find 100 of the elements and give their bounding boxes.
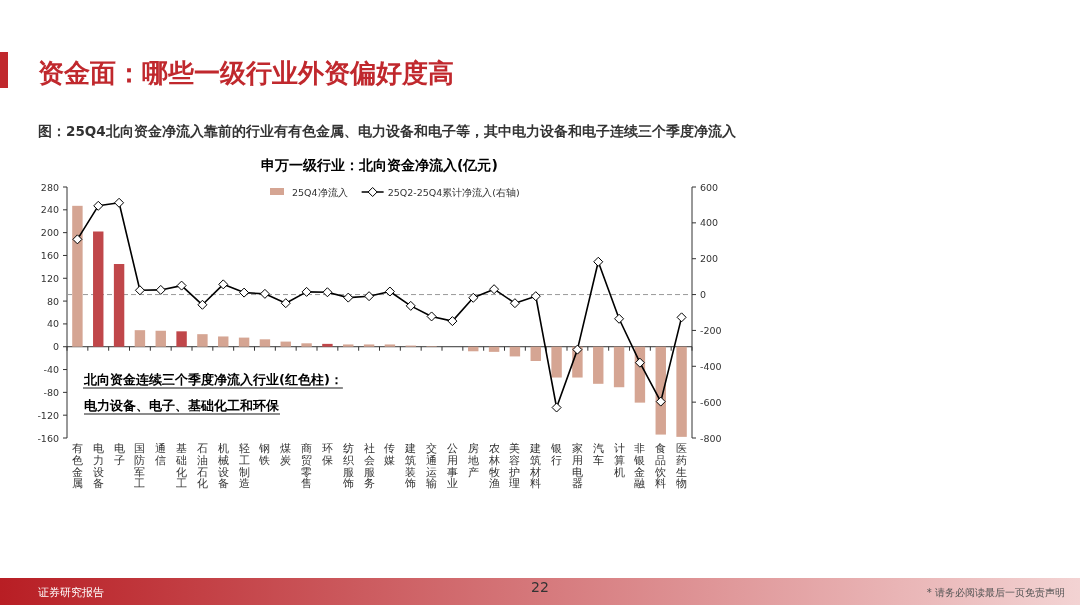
legend-label: 25Q2-25Q4累计净流入(右轴) <box>387 186 520 198</box>
bar <box>384 344 396 347</box>
x-tick-label: 煤炭 <box>280 442 292 466</box>
x-tick-label: 国防军工 <box>134 442 146 490</box>
x-tick-label: 石油石化 <box>196 442 208 490</box>
bar <box>280 341 291 347</box>
point <box>72 234 83 245</box>
x-tick-label: 公用事业 <box>446 442 458 490</box>
x-tick-label: 社会服务 <box>363 442 375 490</box>
point <box>114 197 125 208</box>
y-tick-label: 0 <box>52 341 59 353</box>
point <box>155 284 166 295</box>
x-tick-label: 轻工制造 <box>238 442 250 490</box>
point <box>447 316 458 327</box>
legend-label: 25Q4净流入 <box>292 186 348 198</box>
bar <box>238 337 250 347</box>
point <box>322 287 333 298</box>
point <box>655 396 666 407</box>
bar <box>113 264 125 347</box>
y2-tick-label: 600 <box>700 181 719 193</box>
point <box>93 200 104 211</box>
bar <box>301 343 312 347</box>
point <box>197 299 208 310</box>
y-tick-label: 200 <box>40 227 59 239</box>
point <box>239 287 250 298</box>
text: 图：25Q4北向资金净流入靠前的行业有有色金属、电力设备和电子等，其中电力设备和电子连续三个季度净流入 <box>38 123 737 139</box>
x-tick-label: 传媒 <box>384 442 396 466</box>
point <box>614 313 625 324</box>
text: * 请务必阅读最后一页免责声明 <box>926 587 1065 598</box>
bar <box>593 346 604 384</box>
y-tick-label: 160 <box>40 249 59 261</box>
x-tick-label: 有色金属 <box>71 442 83 490</box>
x-tick-label: 环保 <box>321 442 333 466</box>
point <box>384 286 395 297</box>
bar <box>488 346 500 352</box>
point <box>280 298 291 309</box>
x-tick-label: 非银金融 <box>633 442 646 490</box>
y2-tick-label: -600 <box>700 396 722 408</box>
y-tick-label: -160 <box>37 432 59 444</box>
y2-tick-label: 400 <box>700 217 719 229</box>
point <box>259 288 270 299</box>
bar <box>176 331 187 347</box>
bar <box>343 344 354 347</box>
x-tick-label: 家用电器 <box>571 442 583 490</box>
x-tick-label: 食品饮料 <box>654 442 667 490</box>
x-tick-label: 银行 <box>550 442 563 466</box>
y-tick-label: -120 <box>37 409 59 421</box>
point <box>364 291 375 302</box>
bar <box>72 205 83 347</box>
bar <box>322 343 333 347</box>
point <box>301 286 312 297</box>
point <box>218 279 229 290</box>
point <box>426 311 437 322</box>
annotation: 电力设备、电子、基础化工和环保 <box>84 398 280 413</box>
y2-tick-label: 0 <box>700 289 707 301</box>
x-tick-label: 基础化工 <box>175 442 188 490</box>
x-tick-label: 交通运输 <box>426 442 438 490</box>
y2-tick-label: -200 <box>700 324 722 336</box>
text: 资金面：哪些一级行业外资偏好度高 <box>38 58 454 88</box>
x-tick-label: 电力设备 <box>92 442 104 490</box>
y-tick-label: 40 <box>46 318 59 330</box>
bar <box>134 330 146 347</box>
point <box>134 285 145 296</box>
bar <box>530 346 541 361</box>
x-tick-label: 计算机 <box>613 442 625 478</box>
bar <box>155 330 166 347</box>
point <box>572 344 583 355</box>
y-tick-label: 80 <box>46 295 59 307</box>
point <box>176 280 187 291</box>
chart-title: 申万一级行业：北向资金净流入(亿元) <box>261 157 498 173</box>
annotation: 北向资金连续三个季度净流入行业(红色柱)： <box>83 372 343 387</box>
x-tick-label: 房地产 <box>466 442 479 478</box>
x-tick-label: 建筑材料 <box>529 442 542 490</box>
point <box>593 256 604 267</box>
x-tick-label: 纺织服饰 <box>341 442 354 490</box>
x-tick-label: 通信 <box>155 442 167 466</box>
x-tick-label: 钢铁 <box>258 442 271 466</box>
x-tick-label: 机械设备 <box>217 442 229 490</box>
point <box>343 292 354 303</box>
bar <box>218 336 229 347</box>
bar <box>259 339 271 347</box>
x-tick-label: 建筑装饰 <box>404 442 417 490</box>
text: 22 <box>531 579 549 595</box>
bar <box>551 346 562 378</box>
y2-tick-label: -800 <box>700 432 722 444</box>
point <box>509 298 520 309</box>
x-tick-label: 商贸零售 <box>301 442 313 490</box>
x-tick-label: 农林牧渔 <box>487 442 500 490</box>
bar <box>197 334 208 347</box>
x-tick-label: 电子 <box>113 442 125 466</box>
point <box>634 357 645 368</box>
bar <box>676 346 687 437</box>
x-tick-label: 汽车 <box>592 442 604 466</box>
point <box>676 312 687 323</box>
y2-tick-label: -400 <box>700 360 722 372</box>
y-tick-label: 280 <box>40 181 59 193</box>
bar <box>363 344 375 347</box>
text: 证券研究报告 <box>38 586 104 599</box>
y2-tick-label: 200 <box>700 253 719 265</box>
point <box>489 284 500 295</box>
